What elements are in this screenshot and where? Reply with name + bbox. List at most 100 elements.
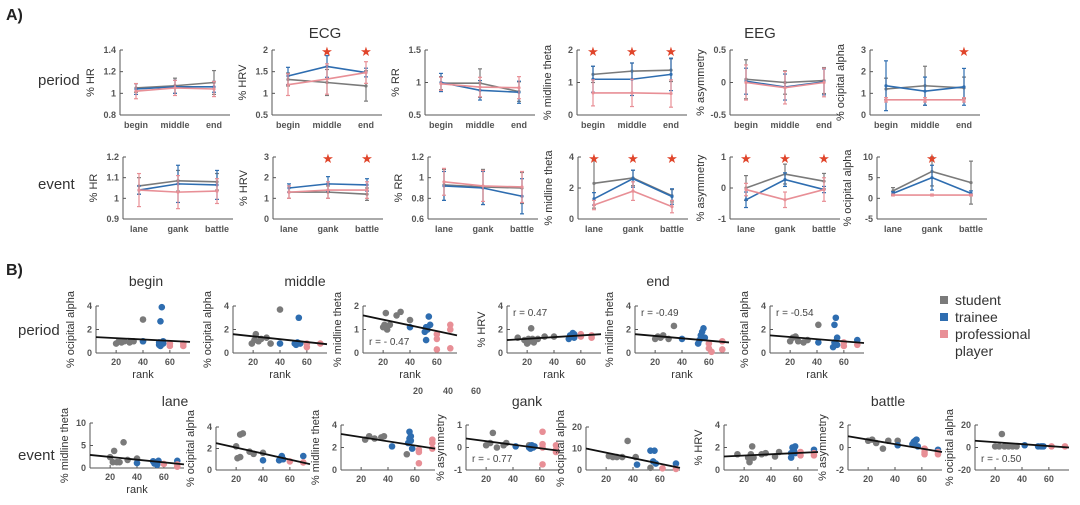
x-tick-label: 60 bbox=[165, 357, 175, 367]
scatter-point-student bbox=[998, 430, 1006, 438]
x-tick-label: gank bbox=[167, 224, 189, 234]
scatter-point-professional bbox=[718, 346, 726, 353]
column-title-end: end bbox=[646, 273, 669, 289]
x-tick-label: 40 bbox=[890, 474, 900, 484]
x-tick-label: 20 bbox=[105, 472, 115, 482]
scatter-point-student bbox=[406, 316, 414, 324]
x-tick-label: 60 bbox=[535, 474, 545, 484]
x-tick-label: 40 bbox=[258, 474, 268, 484]
scatter-point-student bbox=[139, 316, 147, 323]
y-tick-label: 4 bbox=[498, 301, 503, 311]
y-axis-label: % ocipital alpha bbox=[202, 290, 214, 368]
panel-A-event-occipital-alpha: -5 0 5 10 % ocipital alpha lane gank battle ★ bbox=[842, 149, 987, 234]
x-tick-label: end bbox=[358, 120, 374, 130]
y-tick-label: 3 bbox=[264, 152, 269, 162]
data-point-professional bbox=[287, 190, 291, 194]
y-tick-label: 0 bbox=[224, 348, 229, 358]
y-axis-label: % ocipital alpha bbox=[944, 408, 956, 486]
scatter-point-trainee bbox=[815, 339, 822, 346]
scatter-point-student bbox=[276, 306, 284, 313]
significance-star-icon: ★ bbox=[321, 44, 333, 59]
panel-B-event-lane-occipital-alpha: 0 2 4 % ocipital alpha 20 40 60 lane bbox=[162, 393, 311, 487]
section-a-label: A) bbox=[6, 7, 23, 24]
legend-swatch-professional bbox=[940, 330, 948, 338]
x-tick-label: begin bbox=[429, 120, 453, 130]
panel-B-event-battle-asymmetry: -2 0 2 % asymmetry 20 40 60 battle bbox=[817, 393, 943, 484]
scatter-point-student bbox=[120, 337, 128, 345]
data-point-professional bbox=[439, 82, 443, 86]
x-axis-label: rank bbox=[126, 484, 148, 496]
scatter-point-trainee bbox=[259, 457, 267, 464]
data-point-professional bbox=[134, 89, 138, 93]
data-point-trainee bbox=[923, 89, 927, 93]
y-tick-label: 0.5 bbox=[255, 110, 268, 120]
x-tick-label: 40 bbox=[812, 357, 822, 367]
y-tick-label: 4 bbox=[332, 420, 337, 430]
y-tick-label: 4 bbox=[715, 420, 720, 430]
regression-line bbox=[340, 433, 436, 450]
y-tick-label: 0.5 bbox=[408, 110, 421, 120]
scatter-point-student bbox=[527, 325, 535, 332]
x-axis-label: rank bbox=[132, 369, 154, 381]
x-tick-label: 20 bbox=[990, 474, 1000, 484]
scatter-point-trainee bbox=[276, 340, 284, 347]
scatter-point-professional bbox=[446, 345, 454, 352]
scatter-point-student bbox=[746, 458, 753, 466]
data-point-student bbox=[364, 84, 368, 88]
regression-line bbox=[974, 439, 1070, 449]
panel-B-event-gank-occipital-alpha: 0 10 20 % ocipital alpha 20 40 60 bbox=[555, 409, 681, 487]
x-tick-label: middle bbox=[465, 120, 494, 130]
y-tick-label: 2 bbox=[569, 183, 574, 193]
y-tick-label: 2 bbox=[861, 67, 866, 77]
y-tick-label: 2 bbox=[354, 301, 359, 311]
legend-swatch-student bbox=[940, 296, 948, 304]
y-axis-label: % midline theta bbox=[332, 291, 344, 367]
y-axis-label: % ocipital alpha bbox=[739, 290, 751, 368]
y-tick-label: 2 bbox=[568, 45, 573, 55]
x-tick-label: 60 bbox=[432, 357, 442, 367]
y-tick-label: 2 bbox=[263, 45, 268, 55]
y-tick-label: 2 bbox=[626, 325, 631, 335]
x-tick-label: battle bbox=[812, 224, 836, 234]
scatter-point-student bbox=[879, 445, 887, 452]
data-point-student bbox=[592, 181, 596, 185]
data-point-professional bbox=[822, 187, 826, 192]
y-tick-label: 0 bbox=[332, 465, 337, 475]
regression-line bbox=[847, 435, 943, 453]
scatter-point-trainee bbox=[832, 314, 840, 322]
y-tick-label: 0.5 bbox=[713, 45, 726, 55]
y-tick-label: 5 bbox=[81, 441, 86, 451]
legend-label-trainee: trainee bbox=[955, 309, 998, 325]
y-tick-label: 0 bbox=[715, 465, 720, 475]
y-axis-label: % HRV bbox=[238, 169, 250, 206]
scatter-point-trainee bbox=[158, 303, 166, 311]
data-point-professional bbox=[326, 188, 330, 192]
y-tick-label: 0 bbox=[457, 443, 462, 453]
scatter-point-professional bbox=[577, 330, 585, 338]
x-tick-label: 60 bbox=[576, 357, 586, 367]
x-tick-label: 60 bbox=[793, 474, 803, 484]
scatter-point-professional bbox=[539, 428, 546, 436]
panel-B-event-battle-HRV: 0 2 4 % HRV 20 40 60 bbox=[693, 420, 819, 484]
data-point-professional bbox=[884, 98, 888, 102]
x-tick-label: lane bbox=[280, 224, 298, 234]
y-tick-label: 1 bbox=[264, 193, 269, 203]
ecg-group-title: ECG bbox=[309, 25, 342, 42]
y-axis-label: % RR bbox=[393, 174, 405, 203]
panel-A-event-RR: 0.6 0.8 1 1.2 % RR lane gank battle bbox=[393, 152, 538, 234]
y-tick-label: 0 bbox=[568, 110, 573, 120]
y-tick-label: 0 bbox=[569, 214, 574, 224]
x-tick-label: gank bbox=[317, 224, 339, 234]
y-tick-label: 0 bbox=[87, 348, 92, 358]
scatter-point-student bbox=[380, 432, 388, 440]
scatter-point-professional bbox=[415, 448, 423, 456]
y-tick-label: 1 bbox=[111, 88, 116, 98]
x-tick-label: 60 bbox=[917, 474, 927, 484]
scatter-point-student bbox=[493, 444, 501, 451]
data-point-trainee bbox=[670, 194, 674, 199]
y-tick-label: 2 bbox=[207, 444, 212, 454]
data-point-professional bbox=[744, 80, 748, 85]
y-tick-label: -1 bbox=[454, 465, 462, 475]
y-tick-label: 10 bbox=[863, 152, 873, 162]
